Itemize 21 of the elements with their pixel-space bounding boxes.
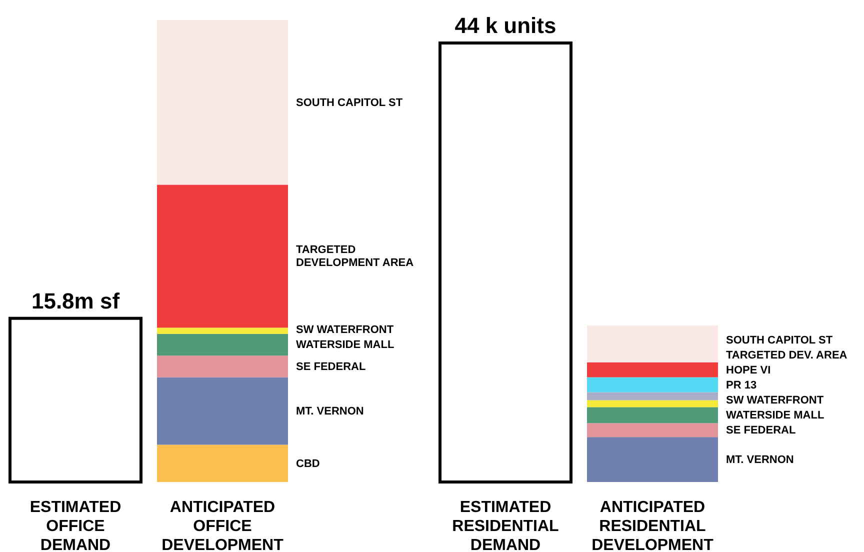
series-label: TARGETED DEV. AREA	[726, 350, 848, 362]
x-tick-label: ANTICIPATED RESIDENTIAL DEVELOPMENT	[592, 499, 714, 552]
series-label: SW WATERFRONT	[296, 324, 394, 336]
series-label: SOUTH CAPITOL ST	[726, 334, 833, 347]
series-label: WATERSIDE MALL	[296, 339, 394, 352]
series-label: CBD	[296, 458, 320, 470]
data-label: 44 k units	[454, 13, 556, 38]
series-label: SE FEDERAL	[726, 424, 796, 437]
data-label: 15.8m sf	[31, 288, 120, 314]
series-label: PR 13	[726, 380, 757, 392]
series-label: SE FEDERAL	[296, 361, 366, 373]
series-label: MT. VERNON	[726, 454, 794, 466]
x-tick-label: ESTIMATED OFFICE DEMAND	[30, 499, 122, 552]
x-tick-label: ESTIMATED RESIDENTIAL DEMAND	[452, 499, 560, 552]
series-label: SOUTH CAPITOL ST	[296, 96, 403, 109]
series-label: TARGETED DEVELOPMENT AREA	[296, 244, 414, 270]
series-label: MT. VERNON	[296, 406, 364, 418]
series-label: WATERSIDE MALL	[726, 410, 824, 422]
series-label: SW WATERFRONT	[726, 394, 824, 407]
x-tick-label: ANTICIPATED OFFICE DEVELOPMENT	[162, 499, 284, 552]
series-label: HOPE VI	[726, 364, 771, 377]
